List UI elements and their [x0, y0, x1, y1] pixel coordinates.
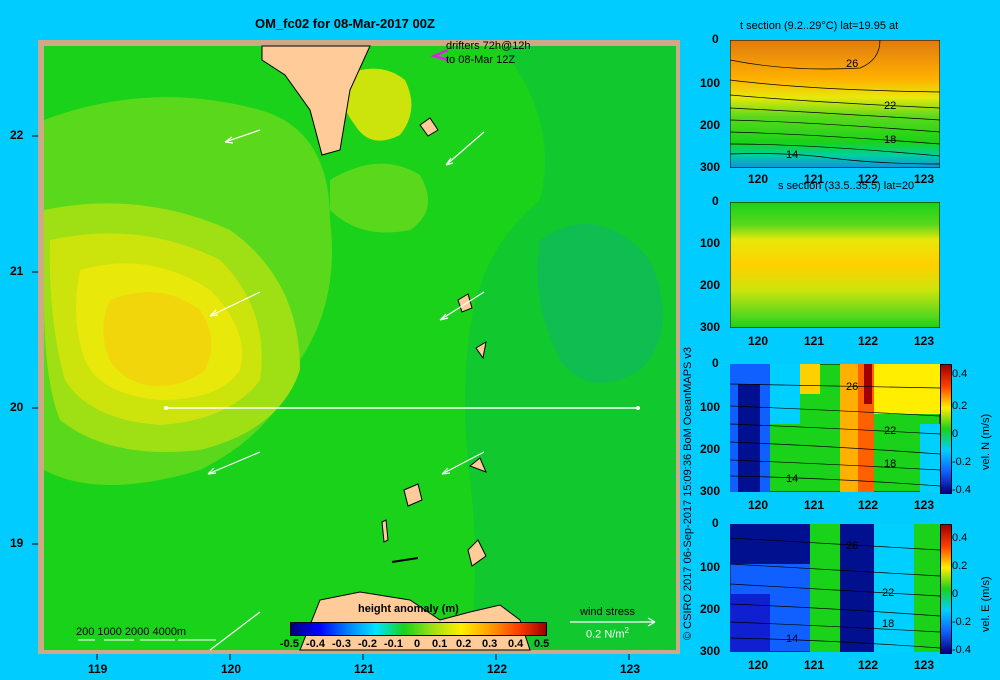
vn-t5: -0.4 [952, 484, 971, 496]
x-tick-123: 123 [620, 662, 641, 676]
contour-label: 14 [786, 633, 799, 645]
p4-y300: 300 [700, 644, 721, 658]
vn-t3: 0 [952, 428, 959, 440]
p2-y200: 200 [700, 278, 721, 292]
drifter-marker [430, 48, 449, 62]
x-tick-122: 122 [487, 662, 508, 676]
wind-stress-label: wind stress [580, 606, 636, 618]
contour-label: 22 [882, 587, 895, 599]
colorbar-title: height anomaly (m) [358, 603, 459, 615]
p3-y200: 200 [700, 442, 721, 456]
island [475, 340, 487, 360]
map-ticks [32, 135, 630, 660]
temp-contours [730, 40, 940, 165]
vn-t2: 0.2 [952, 400, 968, 412]
p1-y0: 0 [712, 32, 719, 46]
p3-y100: 100 [700, 400, 721, 414]
north-blob [341, 68, 412, 141]
contour-label: 18 [884, 134, 897, 146]
contour-label: 18 [884, 458, 897, 470]
vel-n-section [730, 364, 940, 492]
ve-t4: -0.2 [952, 616, 971, 628]
contour-label: 26 [846, 381, 859, 393]
anomaly-core [103, 292, 212, 386]
vel-e-section [730, 524, 940, 652]
island [381, 519, 389, 543]
north-light-patch [330, 163, 428, 233]
ve-t5: -0.4 [952, 644, 971, 656]
p2-y100: 100 [700, 236, 721, 250]
vn-t4: -0.2 [952, 456, 971, 468]
panel-2-title: s section (33.5..35.5) lat=20 [778, 180, 915, 192]
p4-y200: 200 [700, 602, 721, 616]
island [467, 539, 487, 567]
island [391, 557, 419, 563]
contour-label: 26 [846, 540, 859, 552]
p3-y0: 0 [712, 356, 719, 370]
current-arrows [207, 129, 656, 651]
p3-y300: 300 [700, 484, 721, 498]
contour-label: 14 [786, 473, 799, 485]
contour-label: 22 [884, 100, 897, 112]
x-tick-121: 121 [354, 662, 375, 676]
contour-label: 26 [846, 58, 859, 70]
y-tick-22: 22 [10, 128, 24, 142]
contour-label: 18 [882, 618, 895, 630]
island [469, 457, 487, 473]
y-tick-20: 20 [10, 400, 24, 414]
p2-y0: 0 [712, 194, 719, 208]
taiwan-land [261, 45, 371, 156]
contour-label: 22 [884, 425, 897, 437]
island [457, 293, 473, 313]
height-anomaly-map [32, 40, 680, 660]
y-tick-19: 19 [10, 536, 24, 550]
salinity-section [730, 202, 940, 328]
p2-y300: 300 [700, 320, 721, 334]
drifters-label: drifters 72h@12h [446, 40, 531, 52]
vel-n-label: vel. N (m/s) [980, 413, 992, 470]
x-tick-120: 120 [221, 662, 242, 676]
vel-n-colorbar [940, 364, 952, 494]
vel-e-colorbar [940, 524, 952, 654]
p4-y0: 0 [712, 516, 719, 530]
colorbar [290, 622, 547, 636]
map-title: OM_fc02 for 08-Mar-2017 00Z [255, 16, 435, 31]
copyright: © CSIRO 2017 06-Sep-2017 15:09:36 BoM Oc… [682, 346, 694, 640]
vel-e-label: vel. E (m/s) [980, 576, 992, 632]
x-tick-119: 119 [88, 662, 108, 676]
ve-t3: 0 [952, 588, 959, 600]
island [419, 117, 439, 137]
temperature-section [730, 40, 940, 168]
p1-y100: 100 [700, 76, 721, 90]
p4-y100: 100 [700, 560, 721, 574]
wind-stress-scale: 0.2 N/m2 [586, 626, 629, 641]
colorbar-ticks: -0.5 -0.4 -0.3 -0.2 -0.1 0 0.1 0.2 0.3 0… [280, 638, 550, 650]
vn-t1: 0.4 [952, 368, 968, 380]
ve-t1: 0.4 [952, 532, 968, 544]
drifters-label-2: to 08-Mar 12Z [446, 54, 516, 66]
y-tick-21: 21 [10, 264, 24, 278]
island [403, 483, 423, 507]
contour-label: 14 [786, 149, 799, 161]
eddy-east [537, 224, 663, 383]
p1-y300: 300 [700, 160, 721, 174]
panel-1-title: t section (9.2..29°C) lat=19.95 at [740, 20, 899, 32]
ve-t2: 0.2 [952, 560, 968, 572]
p1-y200: 200 [700, 118, 721, 132]
depth-legend: 200 1000 2000 4000m [76, 626, 187, 638]
